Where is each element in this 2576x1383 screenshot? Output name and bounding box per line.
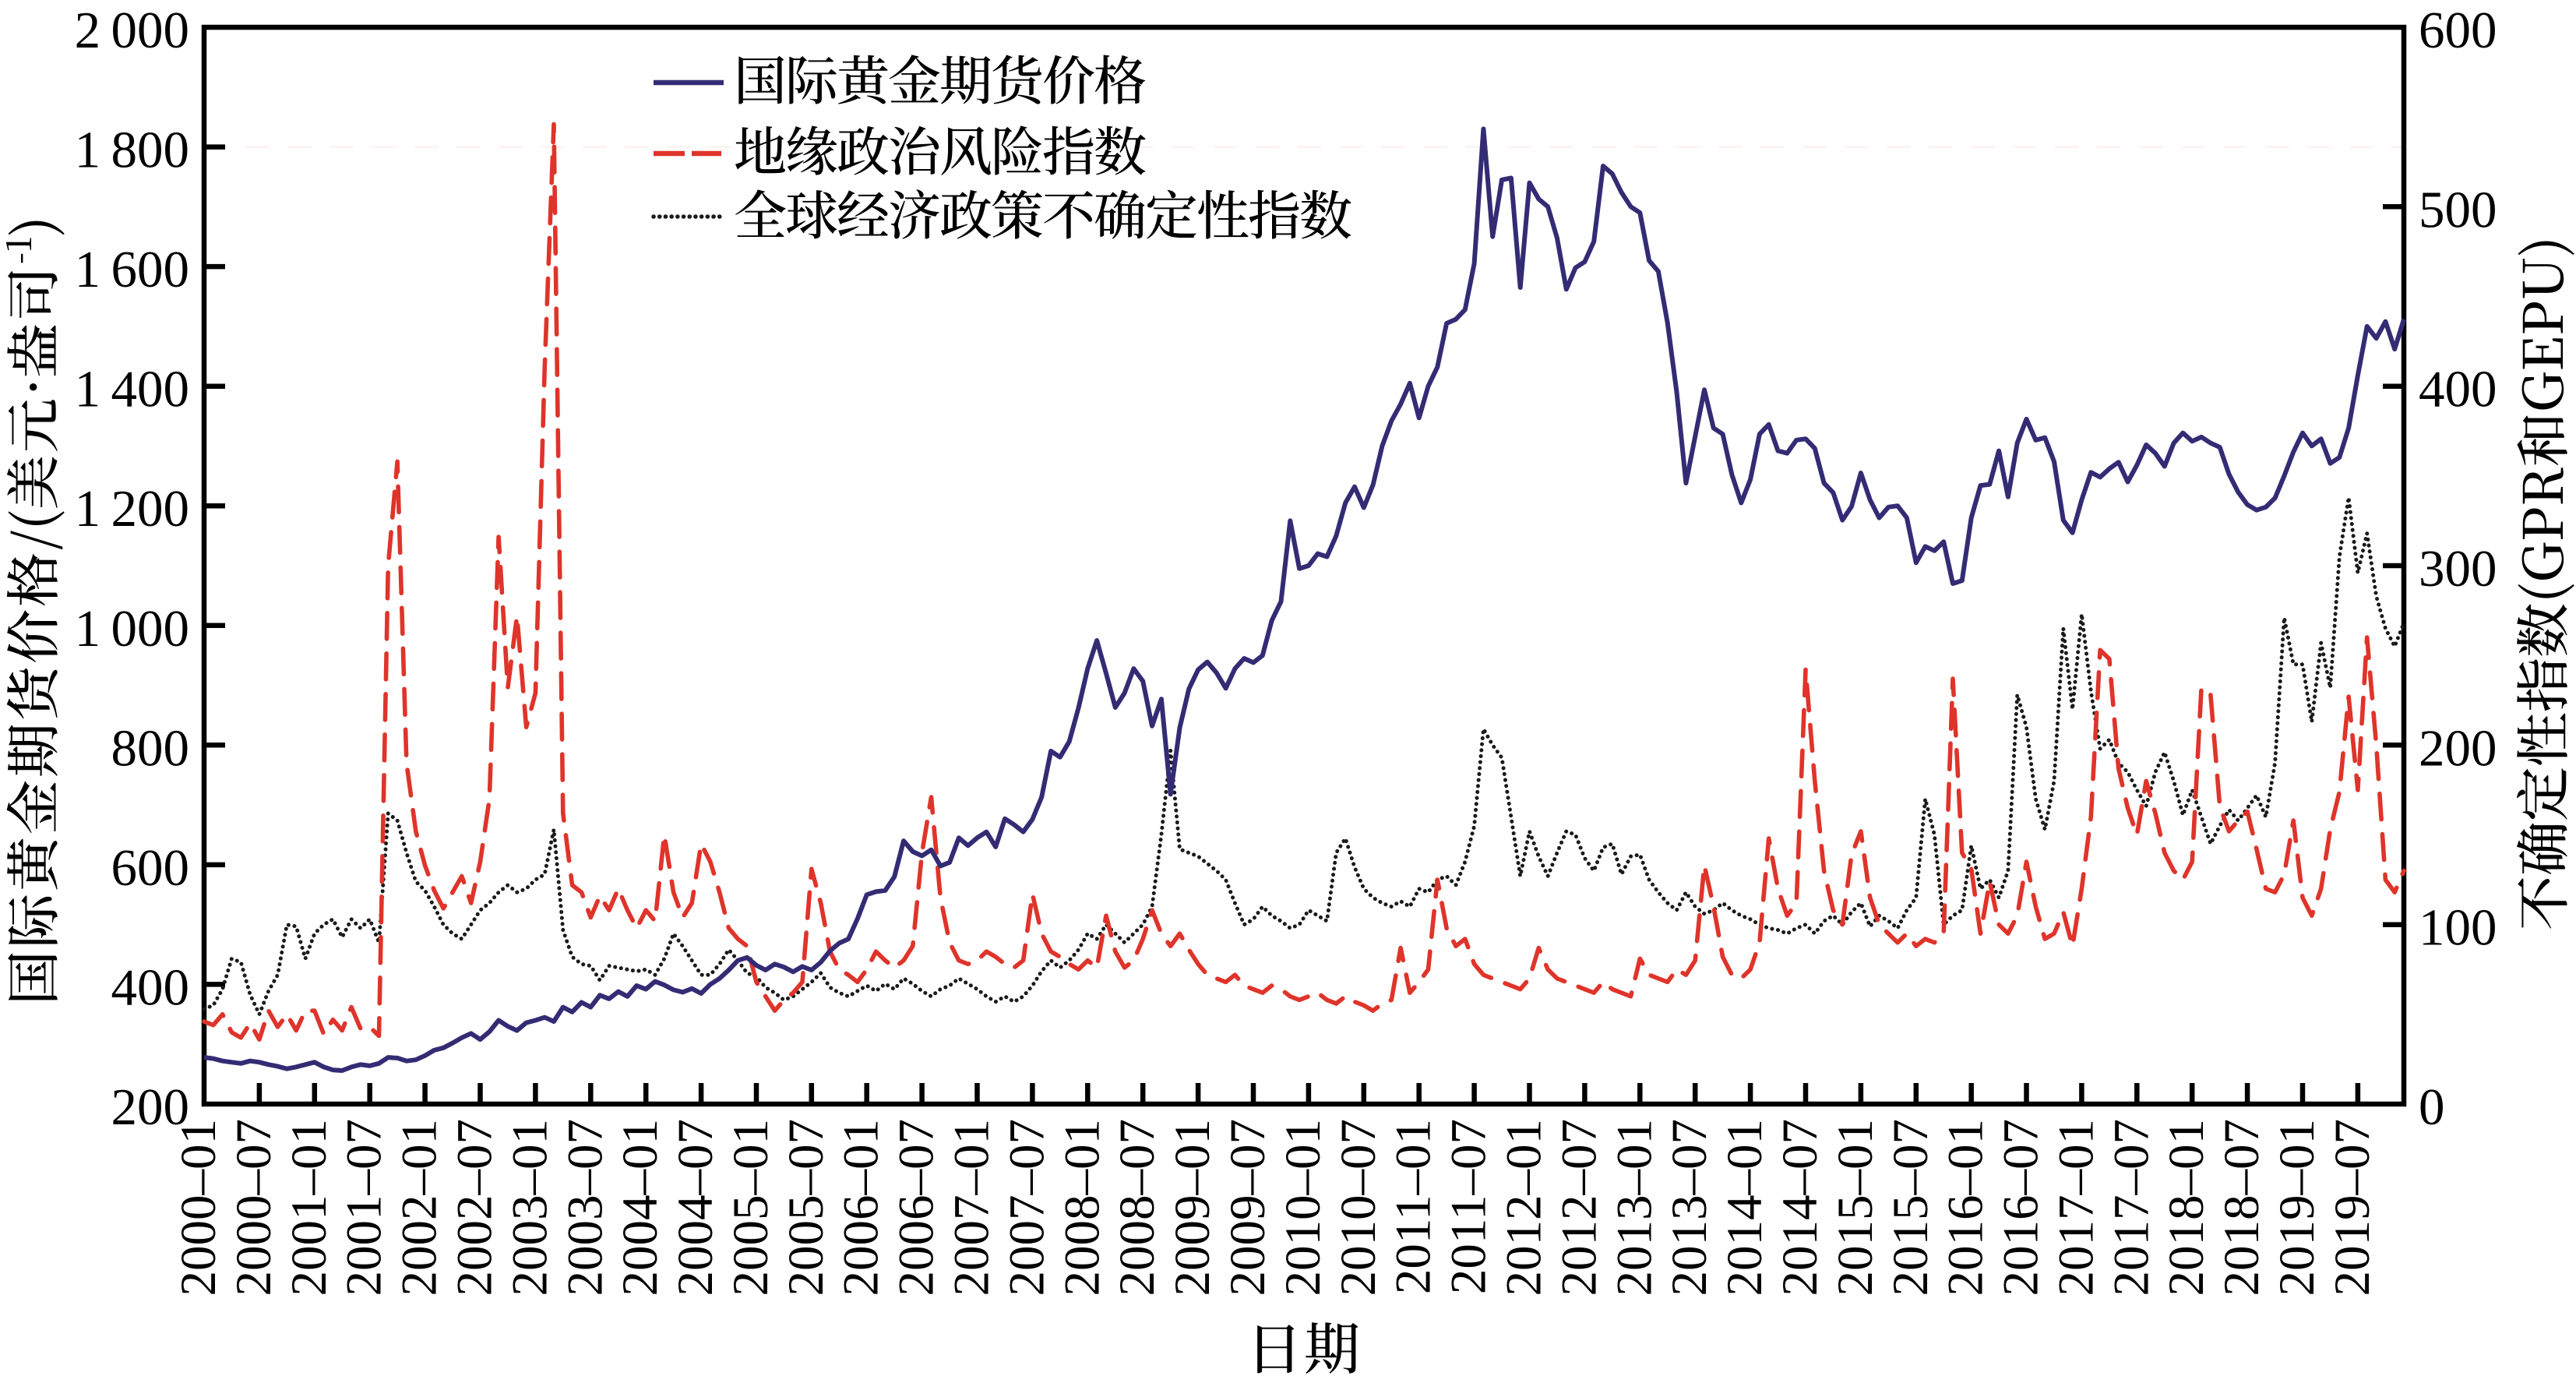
svg-text:2008–01: 2008–01 xyxy=(1054,1119,1110,1297)
svg-text:2012–01: 2012–01 xyxy=(1496,1119,1552,1297)
svg-text:2013–07: 2013–07 xyxy=(1662,1119,1718,1297)
svg-text:2015–07: 2015–07 xyxy=(1883,1119,1939,1297)
svg-text:2 000: 2 000 xyxy=(75,2,189,59)
svg-text:2005–01: 2005–01 xyxy=(723,1119,779,1297)
svg-text:2006–01: 2006–01 xyxy=(833,1119,890,1297)
svg-text:2000–07: 2000–07 xyxy=(226,1119,282,1297)
svg-text:800: 800 xyxy=(111,719,190,777)
svg-text:2016–01: 2016–01 xyxy=(1938,1119,1994,1297)
svg-text:1 000: 1 000 xyxy=(75,600,189,658)
svg-text:2017–07: 2017–07 xyxy=(2103,1119,2159,1297)
svg-text:100: 100 xyxy=(2419,899,2497,957)
svg-text:2018–07: 2018–07 xyxy=(2214,1119,2270,1297)
svg-text:2003–07: 2003–07 xyxy=(557,1119,613,1297)
svg-text:2002–07: 2002–07 xyxy=(447,1119,503,1297)
svg-text:300: 300 xyxy=(2419,540,2497,598)
svg-text:2004–07: 2004–07 xyxy=(668,1119,724,1297)
svg-text:400: 400 xyxy=(111,958,190,1016)
svg-text:1 600: 1 600 xyxy=(75,241,189,298)
svg-text:0: 0 xyxy=(2419,1078,2445,1136)
svg-text:2019–07: 2019–07 xyxy=(2324,1119,2380,1297)
svg-text:2009–01: 2009–01 xyxy=(1165,1119,1221,1297)
svg-text:2007–01: 2007–01 xyxy=(944,1119,1000,1297)
svg-text:2005–07: 2005–07 xyxy=(778,1119,834,1297)
svg-text:2006–07: 2006–07 xyxy=(889,1119,945,1297)
svg-text:2012–07: 2012–07 xyxy=(1551,1119,1607,1297)
svg-text:1 200: 1 200 xyxy=(75,480,189,538)
svg-text:2002–01: 2002–01 xyxy=(392,1119,448,1297)
svg-text:2014–01: 2014–01 xyxy=(1717,1119,1773,1297)
svg-text:2009–07: 2009–07 xyxy=(1220,1119,1276,1297)
svg-text:2008–07: 2008–07 xyxy=(1109,1119,1165,1297)
svg-text:2010–01: 2010–01 xyxy=(1275,1119,1331,1297)
svg-text:2016–07: 2016–07 xyxy=(1993,1119,2049,1297)
svg-text:1 800: 1 800 xyxy=(75,122,189,179)
svg-text:2010–07: 2010–07 xyxy=(1330,1119,1387,1297)
svg-text:2014–07: 2014–07 xyxy=(1772,1119,1828,1297)
svg-text:2000–01: 2000–01 xyxy=(171,1119,227,1297)
svg-text:2004–01: 2004–01 xyxy=(612,1119,668,1297)
svg-text:600: 600 xyxy=(111,839,190,897)
svg-text:600: 600 xyxy=(2419,2,2497,59)
svg-text:2003–01: 2003–01 xyxy=(502,1119,558,1297)
svg-text:2007–07: 2007–07 xyxy=(999,1119,1055,1297)
svg-text:2001–01: 2001–01 xyxy=(281,1119,337,1297)
svg-text:2019–01: 2019–01 xyxy=(2269,1119,2325,1297)
svg-text:1 400: 1 400 xyxy=(75,361,189,418)
svg-text:400: 400 xyxy=(2419,361,2497,418)
svg-text:2015–01: 2015–01 xyxy=(1827,1119,1884,1297)
svg-text:200: 200 xyxy=(111,1078,190,1136)
svg-text:500: 500 xyxy=(2419,181,2497,238)
svg-text:200: 200 xyxy=(2419,719,2497,777)
svg-text:2017–01: 2017–01 xyxy=(2048,1119,2104,1297)
svg-text:2001–07: 2001–07 xyxy=(337,1119,393,1297)
svg-text:2013–01: 2013–01 xyxy=(1606,1119,1662,1297)
svg-text:2011–07: 2011–07 xyxy=(1441,1119,1497,1294)
svg-text:2011–01: 2011–01 xyxy=(1386,1119,1442,1294)
svg-text:2018–01: 2018–01 xyxy=(2158,1119,2215,1297)
